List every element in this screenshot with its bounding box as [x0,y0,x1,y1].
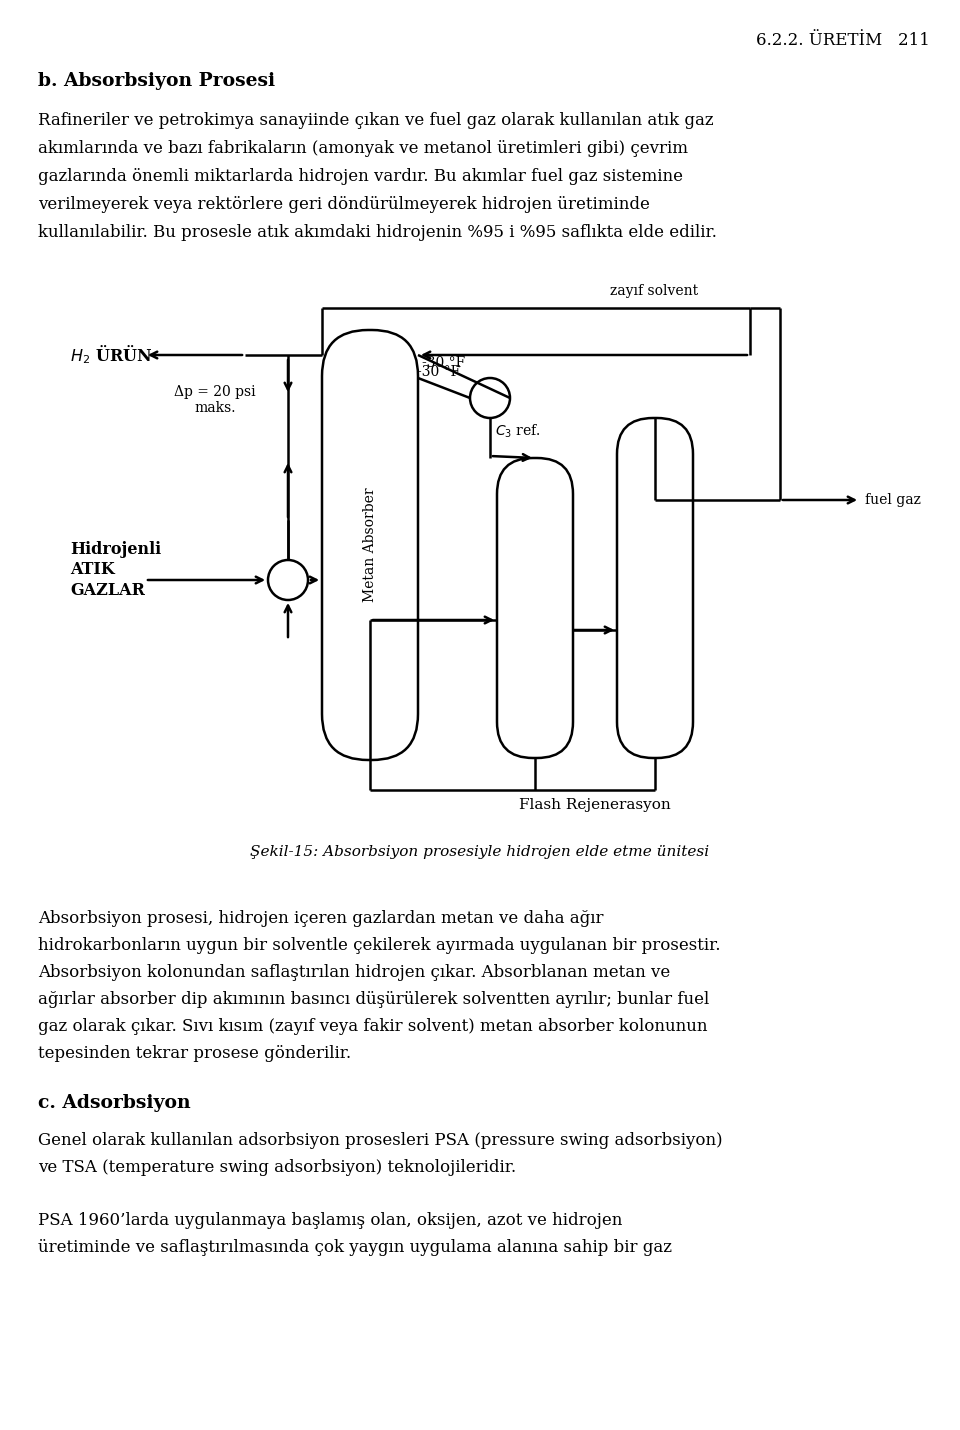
Text: tepesinden tekrar prosese gönderilir.: tepesinden tekrar prosese gönderilir. [38,1045,351,1062]
Text: Metan Absorber: Metan Absorber [363,488,377,602]
Text: Absorbsiyon kolonundan saflaştırılan hidrojen çıkar. Absorblanan metan ve: Absorbsiyon kolonundan saflaştırılan hid… [38,964,670,981]
Text: gaz olarak çıkar. Sıvı kısım (zayıf veya fakir solvent) metan absorber kolonunun: gaz olarak çıkar. Sıvı kısım (zayıf veya… [38,1018,708,1035]
Text: b. Absorbsiyon Prosesi: b. Absorbsiyon Prosesi [38,72,276,90]
Text: Şekil-15: Absorbsiyon prosesiyle hidrojen elde etme ünitesi: Şekil-15: Absorbsiyon prosesiyle hidroje… [251,845,709,859]
Text: -30 °F: -30 °F [417,365,460,379]
Text: kullanılabilir. Bu prosesle atık akımdaki hidrojenin %95 i %95 saflıkta elde edi: kullanılabilir. Bu prosesle atık akımdak… [38,225,717,242]
Text: gazlarında önemli miktarlarda hidrojen vardır. Bu akımlar fuel gaz sistemine: gazlarında önemli miktarlarda hidrojen v… [38,167,683,184]
FancyBboxPatch shape [497,458,573,758]
Text: Hidrojenli
ATIK
GAZLAR: Hidrojenli ATIK GAZLAR [70,541,161,599]
Text: $C_3$ ref.: $C_3$ ref. [495,423,540,440]
Text: Δp = 20 psi
maks.: Δp = 20 psi maks. [174,385,255,415]
Text: 6.2.2. ÜRETİM   211: 6.2.2. ÜRETİM 211 [756,31,930,49]
Text: ve TSA (temperature swing adsorbsiyon) teknolojileridir.: ve TSA (temperature swing adsorbsiyon) t… [38,1158,516,1175]
Text: üretiminde ve saflaştırılmasında çok yaygın uygulama alanına sahip bir gaz: üretiminde ve saflaştırılmasında çok yay… [38,1238,672,1256]
Text: Flash Rejenerasyon: Flash Rejenerasyon [519,798,671,812]
Text: Rafineriler ve petrokimya sanayiinde çıkan ve fuel gaz olarak kullanılan atık ga: Rafineriler ve petrokimya sanayiinde çık… [38,112,713,129]
Text: ağırlar absorber dip akımının basıncı düşürülerek solventten ayrılır; bunlar fue: ağırlar absorber dip akımının basıncı dü… [38,991,709,1008]
FancyBboxPatch shape [617,418,693,758]
Text: $H_2$ ÜRÜN: $H_2$ ÜRÜN [70,343,153,366]
Text: fuel gaz: fuel gaz [865,493,921,508]
FancyBboxPatch shape [322,330,418,759]
Text: -30 °F: -30 °F [421,356,465,370]
Text: PSA 1960’larda uygulanmaya başlamış olan, oksijen, azot ve hidrojen: PSA 1960’larda uygulanmaya başlamış olan… [38,1213,622,1228]
Text: Genel olarak kullanılan adsorbsiyon prosesleri PSA (pressure swing adsorbsiyon): Genel olarak kullanılan adsorbsiyon pros… [38,1133,723,1148]
Text: zayıf solvent: zayıf solvent [610,285,698,297]
Text: hidrokarbonların uygun bir solventle çekilerek ayırmada uygulanan bir prosestir.: hidrokarbonların uygun bir solventle çek… [38,937,721,954]
Text: c. Adsorbsiyon: c. Adsorbsiyon [38,1094,191,1113]
Text: Absorbsiyon prosesi, hidrojen içeren gazlardan metan ve daha ağır: Absorbsiyon prosesi, hidrojen içeren gaz… [38,909,604,927]
Text: akımlarında ve bazı fabrikaların (amonyak ve metanol üretimleri gibi) çevrim: akımlarında ve bazı fabrikaların (amonya… [38,140,688,157]
Circle shape [268,561,308,601]
Circle shape [470,378,510,418]
Text: verilmeyerek veya rektörlere geri döndürülmeyerek hidrojen üretiminde: verilmeyerek veya rektörlere geri döndür… [38,196,650,213]
